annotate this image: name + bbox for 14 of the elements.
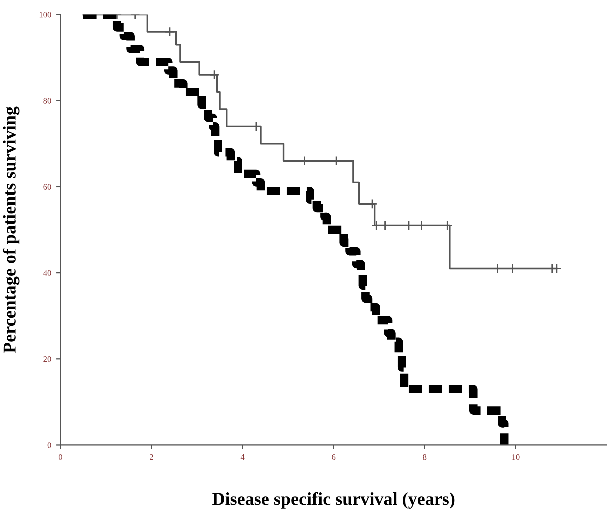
y-tick-label: 80 — [44, 98, 52, 104]
x-tick-label: 6 — [332, 454, 336, 460]
x-tick-label: 8 — [423, 454, 427, 460]
x-tick-label: 2 — [150, 454, 154, 460]
y-tick-label: 40 — [44, 270, 52, 276]
x-tick-label: 10 — [512, 454, 520, 460]
x-axis-title: Disease specific survival (years) — [212, 492, 455, 509]
y-tick-label: 60 — [44, 184, 52, 190]
x-tick-label: 0 — [58, 454, 62, 460]
y-tick-label: 100 — [40, 12, 52, 18]
y-tick-label: 0 — [48, 442, 52, 448]
y-axis-title: Percentage of patients surviving — [3, 106, 20, 354]
y-tick-label: 20 — [44, 356, 52, 362]
x-tick-label: 4 — [240, 454, 245, 460]
